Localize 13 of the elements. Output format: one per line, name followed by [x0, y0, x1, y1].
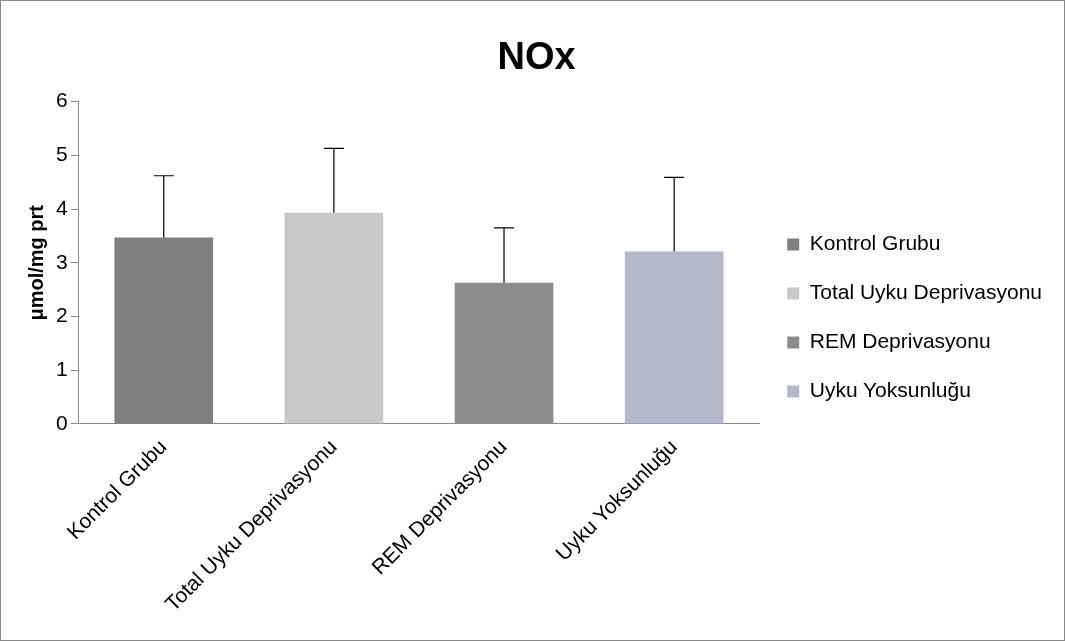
legend-label: Kontrol Grubu — [809, 231, 941, 255]
y-tick-label: 2 — [55, 303, 68, 327]
y-axis-title: μmol/mg prt — [24, 204, 47, 321]
legend-label: Uyku Yoksunluğu — [809, 378, 971, 402]
y-tick-label: 3 — [55, 249, 68, 273]
legend-label: REM Deprivasyonu — [809, 329, 991, 353]
y-tick-label: 0 — [55, 410, 68, 434]
legend-label: Total Uyku Deprivasyonu — [809, 280, 1043, 304]
y-tick-label: 1 — [55, 357, 68, 381]
chart-title: NOx — [497, 35, 576, 78]
y-tick-label: 5 — [55, 142, 68, 166]
y-tick-label: 4 — [55, 195, 68, 219]
y-tick-label: 6 — [55, 88, 68, 112]
